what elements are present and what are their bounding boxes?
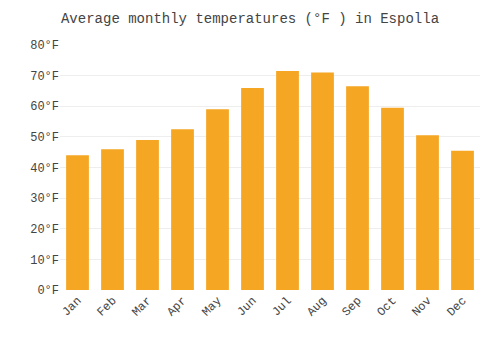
svg-text:Oct: Oct xyxy=(374,294,399,319)
svg-text:40°F: 40°F xyxy=(30,162,59,176)
svg-text:10°F: 10°F xyxy=(30,254,59,268)
svg-text:Jul: Jul xyxy=(269,294,294,319)
svg-text:60°F: 60°F xyxy=(30,100,59,114)
svg-text:0°F: 0°F xyxy=(37,284,59,298)
svg-text:May: May xyxy=(199,294,224,319)
svg-text:20°F: 20°F xyxy=(30,223,59,237)
svg-text:50°F: 50°F xyxy=(30,131,59,145)
svg-text:Dec: Dec xyxy=(444,294,469,319)
svg-text:Sep: Sep xyxy=(339,294,364,319)
svg-text:70°F: 70°F xyxy=(30,70,59,84)
svg-text:Average monthly temperatures (: Average monthly temperatures (°F ) in Es… xyxy=(61,11,439,27)
svg-text:Jan: Jan xyxy=(59,294,84,319)
svg-text:Mar: Mar xyxy=(129,294,154,319)
svg-text:30°F: 30°F xyxy=(30,192,59,206)
svg-text:Nov: Nov xyxy=(409,294,434,319)
svg-text:Apr: Apr xyxy=(164,294,189,319)
svg-text:Feb: Feb xyxy=(94,294,119,319)
svg-text:Jun: Jun xyxy=(234,294,259,319)
svg-text:Aug: Aug xyxy=(304,294,329,319)
svg-text:80°F: 80°F xyxy=(30,39,59,53)
